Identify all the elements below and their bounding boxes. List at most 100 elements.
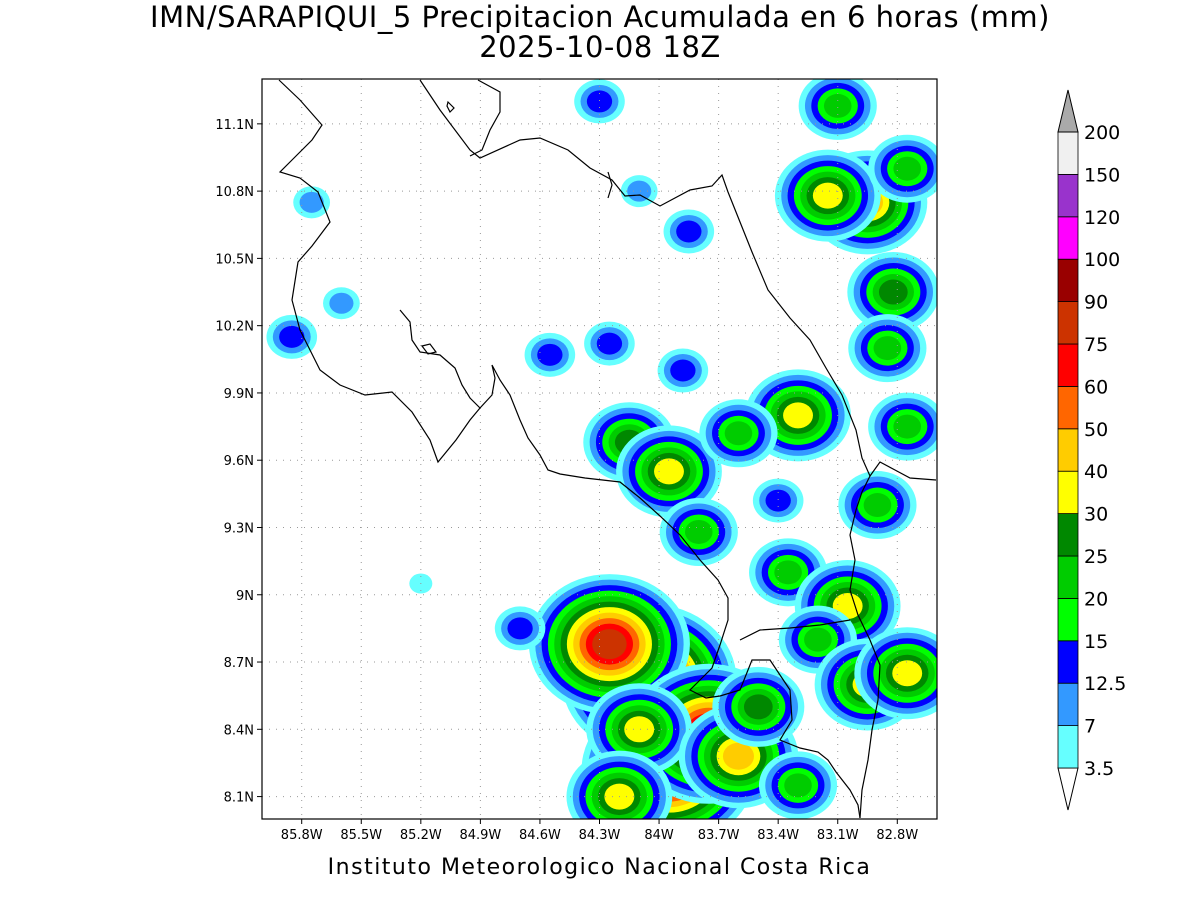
colorbar-swatch xyxy=(1057,640,1079,684)
colorbar-label: 20 xyxy=(1084,588,1108,610)
colorbar-swatch xyxy=(1057,682,1079,727)
lat-tick-label: 10.2N xyxy=(215,320,254,335)
precip-cell xyxy=(798,79,877,140)
lon-tick-label: 85.5W xyxy=(340,828,382,843)
colorbar-swatch xyxy=(1057,343,1079,387)
precip-contour xyxy=(670,359,696,382)
colorbar-label: 30 xyxy=(1084,504,1108,526)
lon-tick-label: 83.7W xyxy=(698,828,740,843)
precip-contour xyxy=(783,402,813,429)
lon-tick-label: 84.3W xyxy=(579,828,621,843)
colorbar: 3.5 7 12.5 15 20 25 30 40 50 60 75 90 100 120 150 200 xyxy=(1057,89,1126,811)
colorbar-swatch xyxy=(1057,470,1079,515)
nicoya-gulf-coast xyxy=(399,309,481,409)
colorbar-swatch xyxy=(1057,513,1079,557)
lat-tick-label: 10.8N xyxy=(215,185,254,200)
precip-cell xyxy=(659,497,738,566)
precip-cell xyxy=(774,149,881,242)
osa-peninsula-coast xyxy=(739,619,851,641)
precip-cell xyxy=(712,666,805,747)
colorbar-label: 3.5 xyxy=(1084,758,1114,780)
lat-tick-label: 8.4N xyxy=(224,723,254,738)
colorbar-swatch xyxy=(1057,173,1079,218)
precip-contour xyxy=(893,156,922,181)
precip-cell xyxy=(494,606,546,651)
precip-contour xyxy=(784,773,812,798)
colorbar-label: 7 xyxy=(1084,716,1096,738)
precip-cell xyxy=(266,314,318,359)
title-line-2: 2025-10-08 18Z xyxy=(479,30,721,64)
colorbar-label: 60 xyxy=(1084,376,1108,398)
colorbar-swatch xyxy=(1057,725,1079,769)
precip-contour xyxy=(279,325,305,348)
precip-contour xyxy=(743,694,773,720)
precip-contour xyxy=(722,742,754,770)
lat-tick-label: 8.1N xyxy=(224,791,254,806)
lon-tick-label: 82.8W xyxy=(876,828,918,843)
nicaragua-border xyxy=(469,79,501,157)
precip-contour xyxy=(804,627,832,652)
colorbar-swatch xyxy=(1057,131,1079,175)
colorbar-max-arrow xyxy=(1057,89,1079,133)
credit-footer: Instituto Meteorologico Nacional Costa R… xyxy=(327,855,872,880)
precip-contour xyxy=(299,191,324,213)
colorbar-label: 75 xyxy=(1084,334,1108,356)
precip-cell xyxy=(524,332,576,377)
lon-tick-label: 83.1W xyxy=(817,828,859,843)
colorbar-label: 12.5 xyxy=(1084,673,1126,695)
precip-contour xyxy=(812,182,843,209)
precip-contour xyxy=(774,560,802,585)
precip-contour xyxy=(873,336,902,361)
precip-cell xyxy=(574,79,625,124)
colorbar-label: 90 xyxy=(1084,292,1108,314)
lon-tick-label: 85.2W xyxy=(400,828,442,843)
precip-contour xyxy=(592,629,627,660)
lat-tick-label: 9.9N xyxy=(224,387,254,402)
caribbean-coast-line xyxy=(419,79,937,481)
bay-outline xyxy=(420,343,438,355)
lon-tick-label: 85.8W xyxy=(281,828,323,843)
precip-contour xyxy=(627,180,652,202)
precip-cell xyxy=(838,471,917,540)
colorbar-swatch xyxy=(1057,385,1079,430)
precip-cell xyxy=(745,369,851,462)
precip-cell xyxy=(752,478,804,523)
precip-cell xyxy=(848,314,927,383)
chart-title: IMN/SARAPIQUI_5 Precipitacion Acumulada … xyxy=(0,2,1200,62)
colorbar-label: 120 xyxy=(1084,207,1120,229)
colorbar-min-arrow xyxy=(1057,767,1079,811)
precip-contour xyxy=(676,220,702,243)
precip-cell xyxy=(293,186,331,219)
precip-contour xyxy=(507,617,533,640)
lon-tick-label: 84W xyxy=(644,828,674,843)
precip-cell xyxy=(528,574,690,715)
colorbar-swatch xyxy=(1057,301,1079,345)
precip-cell xyxy=(663,209,715,254)
lat-tick-label: 10.5N xyxy=(215,252,254,267)
precip-cell xyxy=(584,321,635,366)
colorbar-swatch xyxy=(1057,258,1079,303)
precip-contour xyxy=(893,414,922,439)
precip-contour xyxy=(684,519,713,544)
panama-border xyxy=(849,475,881,819)
precip-cell xyxy=(758,751,838,819)
colorbar-swatch xyxy=(1057,216,1079,260)
precip-contour xyxy=(624,716,655,743)
pacific-coast-line xyxy=(278,79,861,819)
precip-contour xyxy=(596,332,623,355)
island-outline xyxy=(446,100,455,114)
precip-contour xyxy=(863,493,892,518)
lat-tick-label: 11.1N xyxy=(215,118,254,133)
lon-tick-label: 84.9W xyxy=(459,828,501,843)
lat-tick-label: 9.6N xyxy=(224,454,254,469)
precip-cell xyxy=(616,425,722,518)
precip-contour xyxy=(724,421,753,446)
axis-ticks: 85.8W 85.5W 85.2W 84.9W 84.6W 84.3W 84W 83.7W 83… xyxy=(215,118,918,843)
colorbar-label: 50 xyxy=(1084,419,1108,441)
lon-tick-label: 84.6W xyxy=(519,828,561,843)
precip-cell xyxy=(847,252,937,333)
colorbar-swatch xyxy=(1057,428,1079,472)
colorbar-label: 15 xyxy=(1084,631,1108,653)
precip-contour xyxy=(878,279,908,305)
precip-contour xyxy=(654,458,684,485)
